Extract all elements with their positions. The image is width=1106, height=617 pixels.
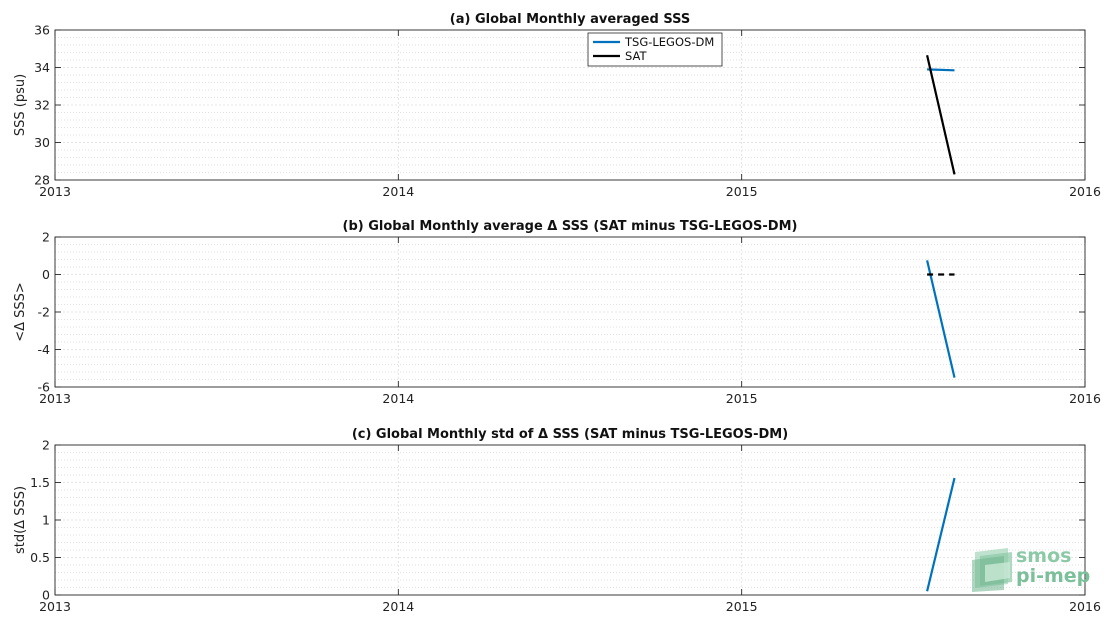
chart-panel-0: 28 30 32 34 36 2013 2014 2015 2016 (a) Global Mon… xyxy=(13,12,1101,199)
x-tick-label: 2015 xyxy=(726,391,758,406)
legend-label: SAT xyxy=(625,49,647,63)
series-line-tsg-legos-dm xyxy=(927,68,955,72)
panel-title: (c) Global Monthly std of Δ SSS (SAT min… xyxy=(352,427,788,442)
y-tick-label: -4 xyxy=(38,342,51,357)
x-tick-label: 2013 xyxy=(39,599,71,614)
y-tick-label: 30 xyxy=(34,135,50,150)
panel-title: (b) Global Monthly average Δ SSS (SAT mi… xyxy=(343,219,798,234)
x-tick-label: 2015 xyxy=(726,599,758,614)
y-tick-label: 2 xyxy=(42,230,50,245)
y-tick-label: 32 xyxy=(34,98,50,113)
x-tick-label: 2014 xyxy=(382,391,414,406)
y-tick-label: 1.5 xyxy=(30,475,50,490)
panel-title: (a) Global Monthly averaged SSS xyxy=(450,12,690,27)
y-tick-label: 2 xyxy=(42,438,50,453)
x-tick-label: 2016 xyxy=(1069,184,1101,199)
chart-panel-2: 0 0.5 1 1.5 2 2013 2014 2015 2016 (c) Global Mont… xyxy=(13,427,1101,614)
y-tick-label: 0 xyxy=(42,588,50,603)
y-tick-label: 0 xyxy=(42,267,50,282)
chart-panel-1: -6 -4 -2 0 2 2013 2014 2015 2016 (b) Global Month… xyxy=(13,219,1101,406)
legend-label: TSG-LEGOS-DM xyxy=(624,35,714,49)
y-tick-label: 34 xyxy=(34,60,50,75)
x-tick-label: 2014 xyxy=(382,599,414,614)
series-line-sat xyxy=(926,55,956,175)
y-tick-label: 36 xyxy=(34,23,50,38)
logo-glyph-icon xyxy=(972,548,1012,592)
x-tick-label: 2014 xyxy=(382,184,414,199)
y-axis-label: std(Δ SSS) xyxy=(13,486,28,554)
y-tick-label: 28 xyxy=(34,173,50,188)
y-axis-label: <Δ SSS> xyxy=(13,282,28,342)
y-tick-label: 1 xyxy=(42,513,50,528)
series-line-0 xyxy=(926,477,956,592)
x-tick-label: 2016 xyxy=(1069,599,1101,614)
y-tick-label: -6 xyxy=(38,380,51,395)
plot-area xyxy=(55,237,1085,387)
series-line-0 xyxy=(926,260,956,378)
legend-box xyxy=(587,32,723,67)
x-tick-label: 2016 xyxy=(1069,391,1101,406)
y-tick-label: -2 xyxy=(38,305,50,320)
plot-area xyxy=(55,445,1085,595)
logo-text-pi-mep: pi-mep xyxy=(1016,565,1090,587)
y-tick-label: 0.5 xyxy=(30,550,50,565)
x-tick-label: 2013 xyxy=(39,391,71,406)
y-axis-label: SSS (psu) xyxy=(13,74,28,136)
x-tick-label: 2015 xyxy=(726,184,758,199)
smos-pi-mep-logo: smos pi-mep xyxy=(972,545,1090,592)
plot-area xyxy=(55,30,1085,180)
logo-text-smos: smos xyxy=(1016,545,1071,567)
x-tick-label: 2013 xyxy=(39,184,71,199)
